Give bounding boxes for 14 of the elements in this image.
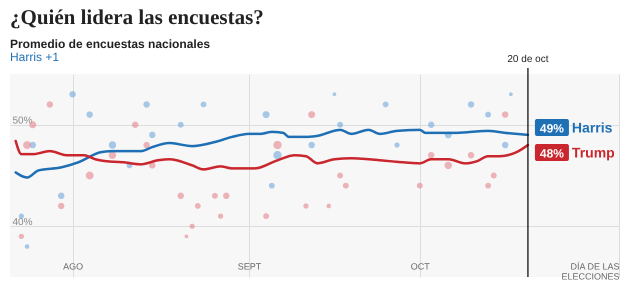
- x-tick-label: SEPT: [238, 262, 262, 272]
- x-tick-label: OCT: [410, 262, 430, 272]
- chart-subtitle: Promedio de encuestas nacionales: [10, 37, 212, 51]
- legend-label: Harris: [572, 119, 613, 136]
- legend-label: Trump: [572, 144, 615, 160]
- x-tick-label: AGO: [63, 262, 84, 272]
- text: Harris +1: [10, 50, 60, 64]
- data-label: 48%: [540, 146, 564, 160]
- ref-line-label: 20 de oct: [507, 54, 549, 65]
- y-tick-label: 40%: [12, 216, 33, 228]
- x-tick-label: DÍA DE LAS ELECCIONES: [561, 262, 620, 282]
- data-label: 49%: [540, 121, 564, 136]
- chart-title: ¿Quién lidera las encuestas?: [10, 4, 264, 30]
- y-tick-label: 50%: [12, 115, 33, 126]
